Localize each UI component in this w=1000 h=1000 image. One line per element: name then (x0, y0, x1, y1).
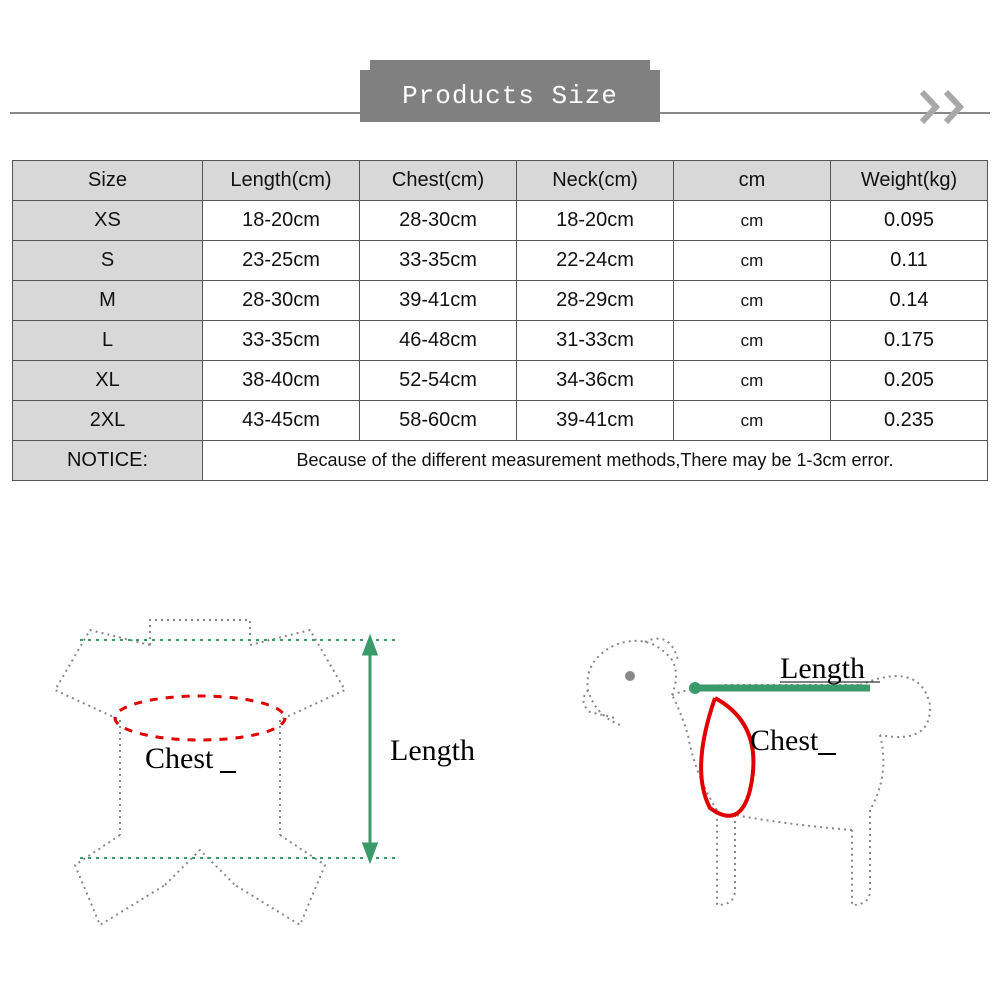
diagrams-region: Chest Length (20, 590, 980, 970)
size-table: Size Length(cm) Chest(cm) Neck(cm) cm We… (12, 160, 988, 481)
cell-weight: 0.14 (831, 281, 988, 321)
cell-chest: 46-48cm (360, 321, 517, 361)
cell-length: 38-40cm (203, 361, 360, 401)
dog-chest-label: Chest (750, 724, 819, 757)
header-region: Products Size (10, 60, 990, 130)
cell-cm: cm (674, 361, 831, 401)
cell-cm: cm (674, 241, 831, 281)
cell-length: 43-45cm (203, 401, 360, 441)
cell-size: XS (13, 201, 203, 241)
col-chest: Chest(cm) (360, 161, 517, 201)
table-row: XL38-40cm52-54cm34-36cmcm0.205 (13, 361, 988, 401)
cell-weight: 0.095 (831, 201, 988, 241)
cell-weight: 0.11 (831, 241, 988, 281)
cell-size: XL (13, 361, 203, 401)
cell-cm: cm (674, 401, 831, 441)
cell-neck: 39-41cm (517, 401, 674, 441)
col-weight: Weight(kg) (831, 161, 988, 201)
cell-neck: 31-33cm (517, 321, 674, 361)
cell-cm: cm (674, 201, 831, 241)
col-neck: Neck(cm) (517, 161, 674, 201)
table-row: L33-35cm46-48cm31-33cmcm0.175 (13, 321, 988, 361)
cell-neck: 22-24cm (517, 241, 674, 281)
cell-weight: 0.205 (831, 361, 988, 401)
dog-diagram: Length Chest (583, 639, 930, 905)
header-tab: Products Size (360, 70, 660, 122)
garment-chest-label: Chest (145, 742, 214, 775)
col-size: Size (13, 161, 203, 201)
notice-text: Because of the different measurement met… (203, 441, 988, 481)
cell-cm: cm (674, 321, 831, 361)
dog-length-label: Length (780, 652, 865, 685)
cell-weight: 0.235 (831, 401, 988, 441)
cell-neck: 18-20cm (517, 201, 674, 241)
col-cm: cm (674, 161, 831, 201)
cell-length: 28-30cm (203, 281, 360, 321)
cell-length: 23-25cm (203, 241, 360, 281)
table-header-row: Size Length(cm) Chest(cm) Neck(cm) cm We… (13, 161, 988, 201)
garment-length-label: Length (390, 734, 475, 767)
cell-chest: 33-35cm (360, 241, 517, 281)
cell-size: S (13, 241, 203, 281)
cell-cm: cm (674, 281, 831, 321)
garment-diagram: Chest Length (55, 620, 475, 925)
notice-row: NOTICE:Because of the different measurem… (13, 441, 988, 481)
chevron-icon (920, 90, 980, 129)
cell-length: 18-20cm (203, 201, 360, 241)
cell-chest: 28-30cm (360, 201, 517, 241)
cell-length: 33-35cm (203, 321, 360, 361)
cell-size: M (13, 281, 203, 321)
cell-chest: 39-41cm (360, 281, 517, 321)
header-title: Products Size (402, 81, 618, 111)
cell-weight: 0.175 (831, 321, 988, 361)
col-length: Length(cm) (203, 161, 360, 201)
notice-label: NOTICE: (13, 441, 203, 481)
cell-neck: 28-29cm (517, 281, 674, 321)
cell-neck: 34-36cm (517, 361, 674, 401)
table-row: 2XL43-45cm58-60cm39-41cmcm0.235 (13, 401, 988, 441)
table-row: S23-25cm33-35cm22-24cmcm0.11 (13, 241, 988, 281)
cell-chest: 58-60cm (360, 401, 517, 441)
cell-size: 2XL (13, 401, 203, 441)
cell-chest: 52-54cm (360, 361, 517, 401)
table-row: M28-30cm39-41cm28-29cmcm0.14 (13, 281, 988, 321)
table-row: XS18-20cm28-30cm18-20cmcm0.095 (13, 201, 988, 241)
cell-size: L (13, 321, 203, 361)
